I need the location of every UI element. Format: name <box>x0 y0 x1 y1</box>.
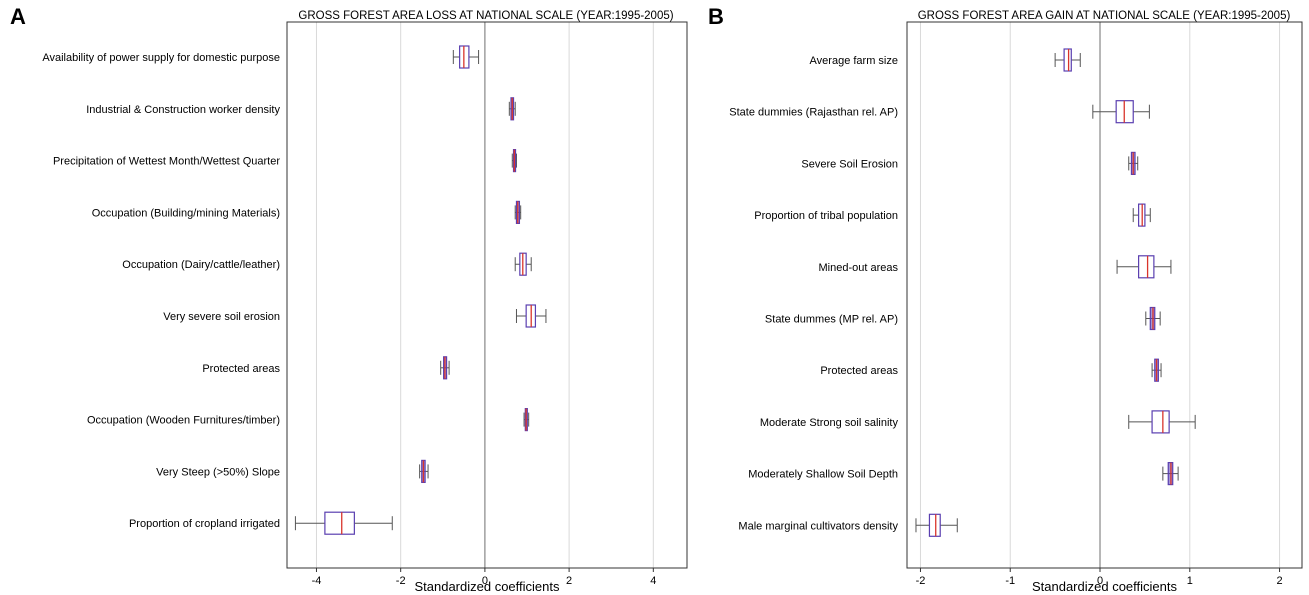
x-tick-label: -4 <box>312 575 322 587</box>
category-label: Occupation (Wooden Furnitures/timber) <box>87 415 280 427</box>
plot-frame <box>286 21 688 569</box>
box-iqr <box>1063 48 1072 72</box>
box-10 <box>294 511 393 535</box>
box-9 <box>1162 462 1179 486</box>
panel-a: A GROSS FOREST AREA LOSS AT NATIONAL SCAL… <box>10 4 688 594</box>
panel-b: B GROSS FOREST AREA GAIN AT NATIONAL SCAL… <box>708 4 1303 594</box>
box-4 <box>514 200 522 224</box>
category-label: Precipitation of Wettest Month/Wettest Q… <box>53 156 280 168</box>
box-5 <box>514 252 532 276</box>
category-label: Moderately Shallow Soil Depth <box>748 469 898 481</box>
category-label: Moderate Strong soil salinity <box>760 417 899 429</box>
box-9 <box>419 459 429 483</box>
box-1 <box>1054 48 1081 72</box>
category-label: Occupation (Dairy/cattle/leather) <box>122 259 280 271</box>
category-label: Very Steep (>50%) Slope <box>156 466 280 478</box>
chart-title: GROSS FOREST AREA LOSS AT NATIONAL SCALE… <box>298 10 673 22</box>
box-4 <box>1132 203 1151 227</box>
panel-letter: B <box>708 4 724 29</box>
category-label: State dummies (Rajasthan rel. AP) <box>729 107 898 119</box>
box-iqr <box>928 513 941 537</box>
box-10 <box>915 513 958 537</box>
x-tick-label: 0 <box>482 575 488 587</box>
x-tick-label: 0 <box>1097 575 1103 587</box>
box-7 <box>440 356 450 380</box>
category-label: Protected areas <box>820 365 898 377</box>
category-label: Industrial & Construction worker density <box>86 104 280 116</box>
category-label: Proportion of tribal population <box>754 210 898 222</box>
box-7 <box>1151 358 1162 382</box>
category-label: Mined-out areas <box>819 262 899 274</box>
box-iqr <box>1138 255 1155 279</box>
x-tick-label: 4 <box>650 575 656 587</box>
box-iqr <box>324 511 355 535</box>
box-2 <box>1092 100 1150 124</box>
category-label: State dummes (MP rel. AP) <box>765 314 898 326</box>
category-label: Average farm size <box>810 55 898 67</box>
category-label: Very severe soil erosion <box>163 311 280 323</box>
box-3 <box>511 149 517 173</box>
plot-frame <box>906 21 1303 569</box>
x-tick-label: -2 <box>916 575 926 587</box>
category-label: Male marginal cultivators density <box>738 520 898 532</box>
box-5 <box>1116 255 1172 279</box>
x-tick-label: 2 <box>1276 575 1282 587</box>
chart-title: GROSS FOREST AREA GAIN AT NATIONAL SCALE… <box>918 10 1291 22</box>
box-8 <box>523 408 530 432</box>
category-label: Protected areas <box>202 363 280 375</box>
x-axis-label: Standardized coefficients <box>1032 579 1178 594</box>
category-label: Occupation (Building/mining Materials) <box>92 207 280 219</box>
x-tick-label: 1 <box>1187 575 1193 587</box>
x-tick-label: -1 <box>1005 575 1015 587</box>
box-3 <box>1128 151 1139 175</box>
box-2 <box>508 97 516 121</box>
x-axis-label: Standardized coefficients <box>414 579 560 594</box>
x-tick-label: 2 <box>566 575 572 587</box>
box-1 <box>452 45 480 69</box>
box-iqr <box>1151 410 1170 434</box>
box-6 <box>1145 306 1161 331</box>
panel-letter: A <box>10 4 26 29</box>
category-label: Availability of power supply for domesti… <box>42 52 280 64</box>
x-tick-label: -2 <box>396 575 406 587</box>
category-label: Severe Soil Erosion <box>801 158 898 170</box>
box-8 <box>1128 410 1196 434</box>
category-label: Proportion of cropland irrigated <box>129 518 280 530</box>
box-6 <box>515 304 547 328</box>
